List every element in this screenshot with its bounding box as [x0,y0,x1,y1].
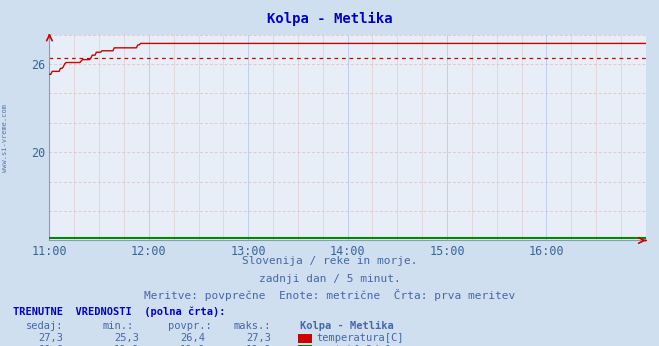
Text: sedaj:: sedaj: [26,321,64,331]
Text: Kolpa - Metlika: Kolpa - Metlika [300,321,393,331]
Text: 25,3: 25,3 [114,334,139,343]
Text: temperatura[C]: temperatura[C] [316,334,404,343]
Text: 27,3: 27,3 [38,334,63,343]
Text: povpr.:: povpr.: [168,321,212,331]
Text: zadnji dan / 5 minut.: zadnji dan / 5 minut. [258,274,401,283]
Text: Meritve: povprečne  Enote: metrične  Črta: prva meritev: Meritve: povprečne Enote: metrične Črta:… [144,289,515,301]
Text: pretok[m3/s]: pretok[m3/s] [316,345,391,346]
Text: 27,3: 27,3 [246,334,271,343]
Text: www.si-vreme.com: www.si-vreme.com [2,104,9,172]
Text: maks.:: maks.: [234,321,272,331]
Text: 10,6: 10,6 [114,345,139,346]
Text: Slovenija / reke in morje.: Slovenija / reke in morje. [242,256,417,266]
Text: 26,4: 26,4 [180,334,205,343]
Text: Kolpa - Metlika: Kolpa - Metlika [267,12,392,26]
Text: TRENUTNE  VREDNOSTI  (polna črta):: TRENUTNE VREDNOSTI (polna črta): [13,307,225,317]
Text: 10,6: 10,6 [246,345,271,346]
Text: min.:: min.: [102,321,133,331]
Text: 10,6: 10,6 [38,345,63,346]
Text: 10,6: 10,6 [180,345,205,346]
